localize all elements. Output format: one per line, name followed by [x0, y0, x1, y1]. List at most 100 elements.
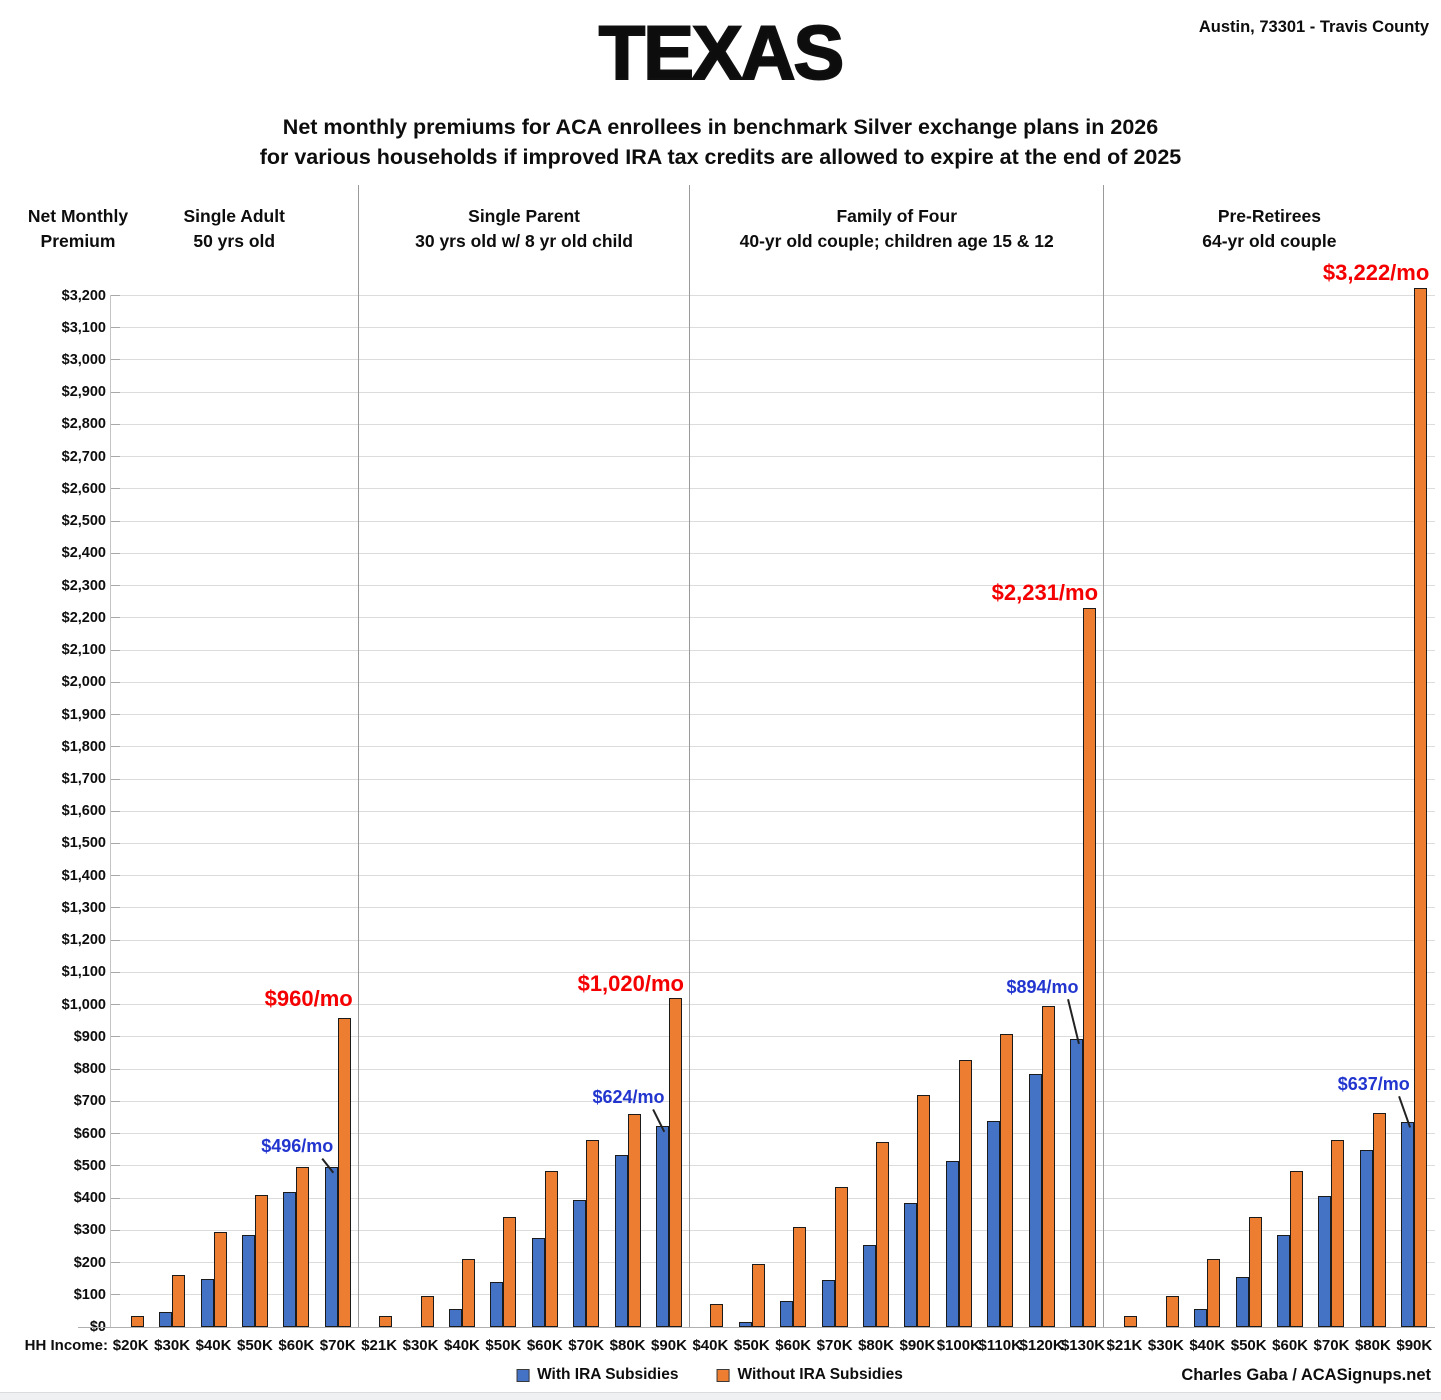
bar-value-callout: $624/mo	[592, 1086, 665, 1107]
bar-with-ira-subsidies	[1401, 1121, 1415, 1327]
gridline	[111, 359, 1435, 361]
gridline	[111, 714, 1435, 716]
panel-separator	[1103, 185, 1105, 1327]
bar-with-ira-subsidies	[448, 1309, 462, 1327]
x-axis-tick-label: $70K	[319, 1337, 356, 1354]
bar-with-ira-subsidies	[1277, 1235, 1291, 1327]
panel-title-line1: Single Parent	[468, 206, 580, 226]
y-axis-line	[110, 295, 111, 1327]
gridline	[111, 649, 1435, 651]
panel-title-line2: 30 yrs old w/ 8 yr old child	[415, 231, 633, 251]
y-axis-tick-label: $1,300	[61, 899, 106, 916]
x-axis-tick-label: $100K	[936, 1337, 981, 1354]
bar-without-ira-subsidies	[461, 1259, 475, 1327]
y-axis-tick	[111, 842, 120, 844]
y-axis-tick-label: $500	[73, 1157, 106, 1174]
gridline	[111, 391, 1435, 393]
x-axis-tick-label: $40K	[195, 1337, 232, 1354]
x-axis-prefix-label: HH Income:	[24, 1337, 108, 1354]
y-axis-tick-label: $1,900	[61, 706, 106, 723]
bar-without-ira-subsidies	[1000, 1033, 1014, 1327]
x-axis-tick-label: $40K	[692, 1337, 729, 1354]
y-axis-tick	[111, 1262, 120, 1264]
bar-without-ira-subsidies	[544, 1170, 558, 1327]
y-axis-tick-label: $100	[73, 1286, 106, 1303]
y-axis-tick	[111, 456, 120, 458]
y-axis-tick	[111, 875, 120, 877]
bar-with-ira-subsidies	[655, 1125, 669, 1327]
bar-without-ira-subsidies	[1124, 1315, 1138, 1327]
bar-without-ira-subsidies	[296, 1167, 310, 1327]
bar-with-ira-subsidies	[863, 1244, 877, 1327]
without-ira-swatch-icon	[716, 1368, 730, 1382]
panel-title-line1: Pre-Retirees	[1217, 206, 1321, 226]
y-axis-tick	[111, 520, 120, 522]
x-axis-tick-label: $70K	[816, 1337, 853, 1354]
bar-with-ira-subsidies	[614, 1154, 628, 1327]
x-axis-tick-label: $60K	[1272, 1337, 1308, 1354]
gridline	[111, 907, 1435, 909]
panel-title: Pre-Retirees 64-yr old couple	[1104, 204, 1435, 254]
x-axis-tick-label: $30K	[154, 1337, 191, 1354]
y-axis-tick-label: $2,700	[61, 448, 106, 465]
location-label: Austin, 73301 - Travis County	[1198, 18, 1429, 36]
x-axis-tick-label: $80K	[858, 1337, 894, 1354]
bar-with-ira-subsidies	[1359, 1149, 1373, 1327]
x-axis-tick-label: $70K	[1313, 1337, 1350, 1354]
panel-separator	[689, 185, 691, 1327]
bar-value-callout: $2,231/mo	[991, 579, 1099, 605]
y-axis-tick	[111, 714, 120, 716]
y-axis-tick	[111, 746, 120, 748]
chart-subtitle-line1: Net monthly premiums for ACA enrollees i…	[282, 115, 1159, 139]
y-axis-tick	[111, 1004, 120, 1006]
bar-with-ira-subsidies	[324, 1167, 338, 1327]
bar-without-ira-subsidies	[172, 1275, 186, 1327]
y-axis-tick	[111, 423, 120, 425]
x-axis-tick-label: $50K	[236, 1337, 273, 1354]
bar-without-ira-subsidies	[710, 1304, 724, 1327]
bar-with-ira-subsidies	[945, 1160, 959, 1327]
chart-subtitle-line2: for various households if improved IRA t…	[259, 145, 1182, 169]
y-axis-tick	[111, 552, 120, 554]
y-axis-tick	[111, 585, 120, 587]
y-axis-title-line1: Net Monthly	[27, 206, 129, 226]
y-axis-tick-label: $800	[73, 1061, 106, 1078]
panel-title-line2: 64-yr old couple	[1202, 231, 1337, 251]
bar-without-ira-subsidies	[917, 1094, 931, 1327]
panel-title-line2: 40-yr old couple; children age 15 & 12	[739, 231, 1054, 251]
y-axis-tick-label: $2,800	[61, 416, 106, 433]
x-axis-tick-label: $60K	[278, 1337, 315, 1354]
bar-with-ira-subsidies	[780, 1301, 794, 1327]
bar-without-ira-subsidies	[793, 1227, 807, 1327]
bar-without-ira-subsidies	[1207, 1259, 1221, 1327]
bar-with-ira-subsidies	[1070, 1038, 1084, 1327]
x-axis-tick-label: $21K	[361, 1337, 398, 1354]
x-axis-tick-label: $90K	[651, 1337, 687, 1354]
y-axis-tick-label: $900	[73, 1028, 106, 1045]
bar-value-callout: $637/mo	[1337, 1073, 1410, 1094]
bar-with-ira-subsidies	[241, 1235, 255, 1327]
x-axis-tick-label: $50K	[485, 1337, 522, 1354]
panel-title-line1: Single Adult	[183, 206, 285, 226]
y-axis-tick-label: $2,500	[61, 513, 106, 530]
panel-title: Single Adult 50 yrs old	[110, 204, 358, 254]
gridline	[111, 1133, 1435, 1135]
bar-with-ira-subsidies	[738, 1322, 752, 1327]
gridline	[111, 1004, 1435, 1006]
bar-with-ira-subsidies	[904, 1202, 918, 1327]
y-axis-tick	[111, 1197, 120, 1199]
bar-without-ira-subsidies	[834, 1186, 848, 1327]
y-axis-tick	[111, 295, 120, 296]
y-axis-tick-label: $3,200	[61, 287, 106, 304]
x-axis-tick-label: $60K	[526, 1337, 563, 1354]
bar-without-ira-subsidies	[379, 1315, 393, 1327]
y-axis-title-line2: Premium	[40, 231, 116, 251]
legend-item-without-ira: Without IRA Subsidies	[716, 1366, 903, 1384]
gridline	[111, 875, 1435, 877]
gridline	[111, 456, 1435, 458]
x-axis-tick-label: $30K	[402, 1337, 439, 1354]
x-axis-tick-label: $110K	[978, 1337, 1022, 1354]
bar-without-ira-subsidies	[1372, 1112, 1386, 1327]
y-axis-tick-label: $2,100	[61, 642, 106, 659]
bar-without-ira-subsidies	[130, 1315, 144, 1327]
